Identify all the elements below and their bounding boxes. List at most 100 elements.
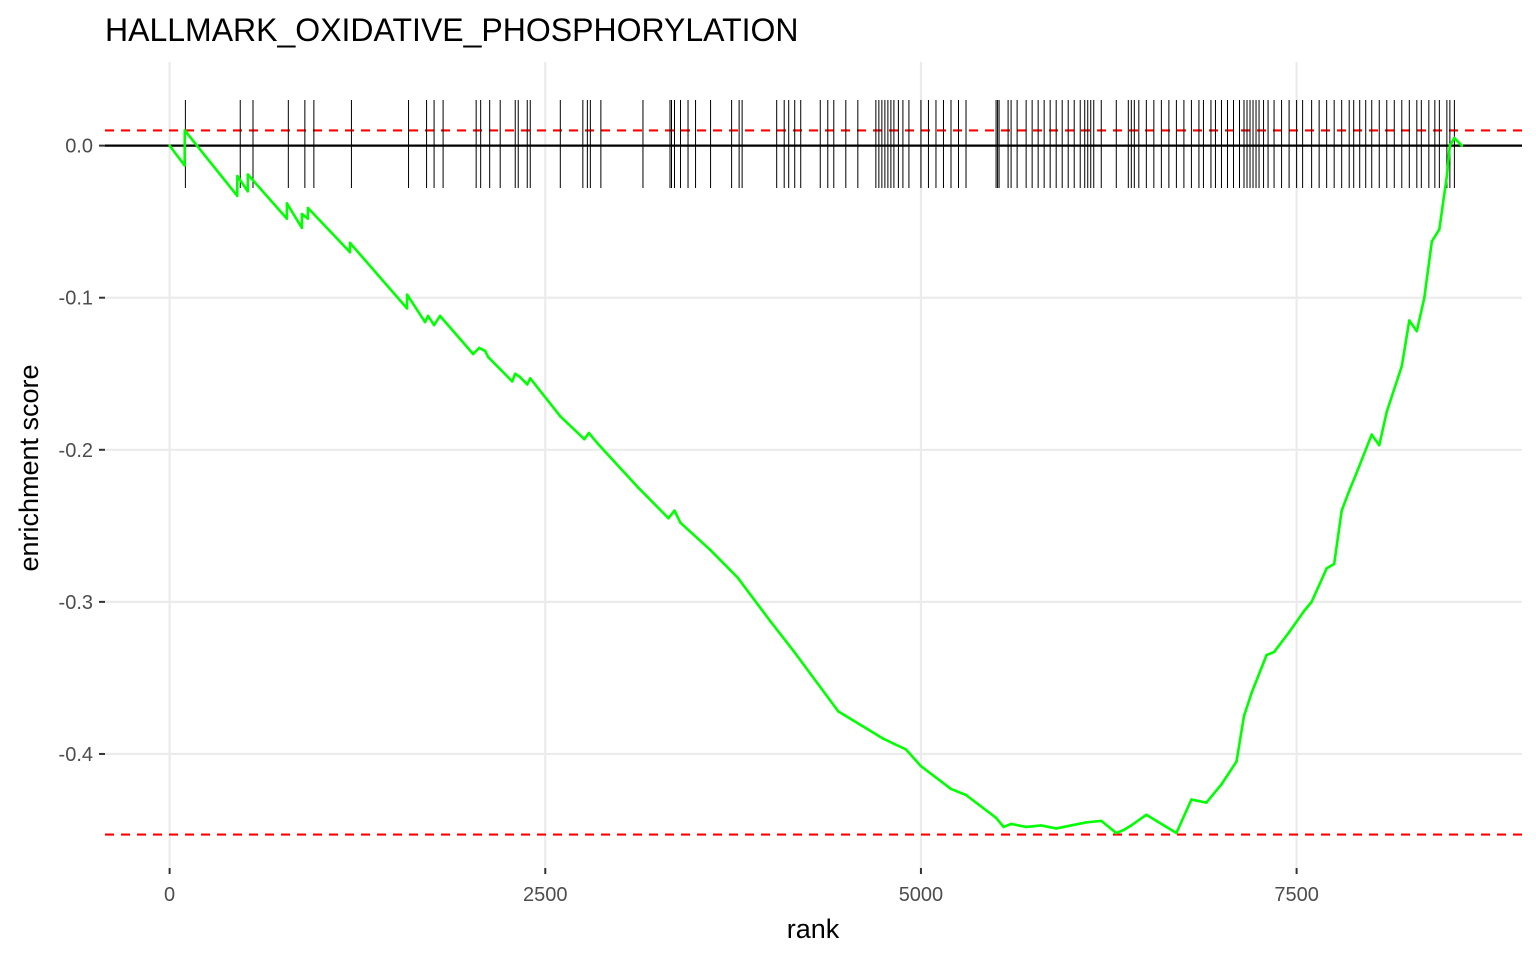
- chart-title: HALLMARK_OXIDATIVE_PHOSPHORYLATION: [105, 12, 799, 48]
- data-point: [1054, 827, 1058, 830]
- data-point: [1460, 144, 1464, 147]
- data-point: [637, 486, 640, 490]
- data-point: [1145, 813, 1148, 817]
- data-point: [1114, 831, 1118, 835]
- data-point: [183, 129, 187, 132]
- data-point: [1265, 653, 1268, 657]
- data-point: [1250, 691, 1253, 695]
- data-point: [1370, 433, 1374, 436]
- data-point: [596, 442, 600, 446]
- gene-hit-ticks: [184, 100, 1455, 188]
- data-point: [1347, 489, 1351, 493]
- data-point: [679, 521, 682, 525]
- data-point: [306, 206, 310, 210]
- data-point: [518, 375, 522, 379]
- data-point: [709, 548, 712, 552]
- data-point: [994, 816, 998, 820]
- data-point: [438, 314, 442, 318]
- data-point: [673, 509, 676, 512]
- data-point: [246, 189, 250, 193]
- data-point: [1332, 562, 1336, 566]
- data-point: [486, 355, 490, 359]
- x-tick-label: 7500: [1274, 884, 1319, 906]
- grid-lines: [105, 62, 1522, 868]
- data-point: [1340, 509, 1343, 512]
- y-tick-label: -0.3: [59, 592, 93, 614]
- data-point: [483, 349, 487, 353]
- data-point: [791, 649, 795, 652]
- y-tick-label: -0.1: [59, 288, 93, 310]
- reference-lines: [105, 129, 1522, 836]
- x-axis-title: rank: [787, 914, 840, 944]
- data-point: [587, 431, 591, 435]
- data-point: [769, 620, 772, 623]
- data-point: [525, 383, 529, 386]
- data-point: [168, 144, 171, 147]
- y-tick-label: -0.2: [59, 440, 93, 462]
- data-point: [919, 764, 923, 768]
- data-point: [300, 212, 304, 216]
- data-point: [300, 226, 304, 230]
- y-tick-label: 0.0: [65, 136, 93, 158]
- data-point: [1084, 821, 1088, 824]
- data-point: [306, 217, 310, 220]
- data-point: [1099, 819, 1103, 823]
- data-point: [1272, 650, 1276, 654]
- data-point: [1310, 600, 1313, 604]
- data-point: [736, 576, 739, 579]
- data-point: [183, 164, 186, 167]
- enrichment-curve: [168, 129, 1464, 835]
- data-point: [1039, 824, 1043, 827]
- y-axis: 0.0 -0.1 -0.2 -0.3 -0.4: [59, 136, 105, 766]
- data-point: [1122, 828, 1126, 832]
- data-point: [1175, 831, 1178, 835]
- data-point: [477, 346, 481, 350]
- y-axis-title: enrichment score: [14, 364, 44, 571]
- data-point: [1377, 443, 1381, 447]
- data-point: [432, 323, 436, 327]
- data-point: [1415, 329, 1419, 333]
- data-point: [236, 174, 239, 178]
- data-point: [583, 437, 586, 441]
- data-point: [667, 516, 670, 520]
- data-point: [285, 217, 289, 220]
- x-axis: 0 2500 5000 7500: [164, 868, 1319, 906]
- data-point: [405, 293, 409, 296]
- data-point: [285, 202, 289, 205]
- data-point: [1205, 801, 1208, 804]
- data-point: [882, 737, 885, 741]
- data-point: [405, 307, 409, 310]
- data-point: [1445, 174, 1449, 178]
- data-point: [426, 314, 430, 318]
- data-point: [246, 173, 250, 176]
- data-point: [1009, 822, 1013, 826]
- data-point: [559, 415, 562, 418]
- data-point: [423, 320, 427, 324]
- data-point: [964, 793, 968, 797]
- data-point: [348, 250, 352, 254]
- data-point: [471, 352, 475, 356]
- data-point: [1430, 240, 1434, 243]
- data-point: [348, 241, 352, 245]
- x-tick-label: 0: [164, 884, 175, 906]
- data-point: [1438, 227, 1441, 231]
- data-point: [1408, 319, 1411, 322]
- data-point: [1190, 798, 1193, 801]
- data-point: [1130, 824, 1133, 827]
- data-point: [1423, 296, 1426, 300]
- x-tick-label: 5000: [899, 884, 944, 906]
- data-point: [1448, 144, 1452, 147]
- data-point: [1302, 609, 1306, 613]
- data-point: [513, 372, 517, 376]
- data-point: [1002, 825, 1005, 829]
- data-point: [1235, 760, 1238, 763]
- data-point: [235, 194, 239, 198]
- data-point: [1385, 410, 1389, 414]
- data-point: [1242, 714, 1246, 718]
- x-tick-label: 2500: [523, 884, 568, 906]
- data-point: [836, 710, 840, 713]
- data-point: [510, 380, 514, 383]
- data-point: [1024, 825, 1028, 829]
- y-tick-label: -0.4: [59, 744, 93, 766]
- data-point: [949, 787, 953, 791]
